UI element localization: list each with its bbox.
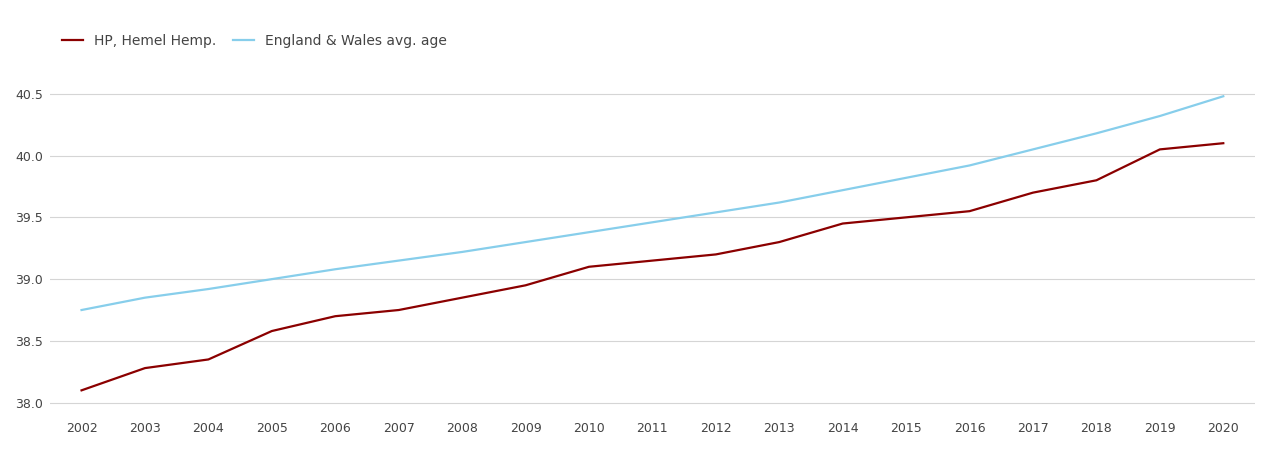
England & Wales avg. age <box>961 163 977 168</box>
England & Wales avg. age <box>391 258 406 263</box>
HP, Hemel Hemp. <box>582 264 597 270</box>
England & Wales avg. age <box>1025 147 1040 152</box>
HP, Hemel Hemp. <box>1088 178 1104 183</box>
England & Wales avg. age <box>137 295 152 300</box>
England & Wales avg. age <box>264 276 279 282</box>
England & Wales avg. age <box>74 307 89 313</box>
HP, Hemel Hemp. <box>518 283 533 288</box>
England & Wales avg. age <box>772 200 787 205</box>
Line: HP, Hemel Hemp.: HP, Hemel Hemp. <box>81 143 1223 390</box>
England & Wales avg. age <box>645 220 660 225</box>
HP, Hemel Hemp. <box>328 314 343 319</box>
England & Wales avg. age <box>1088 130 1104 136</box>
Legend: HP, Hemel Hemp., England & Wales avg. age: HP, Hemel Hemp., England & Wales avg. ag… <box>57 28 452 54</box>
HP, Hemel Hemp. <box>645 258 660 263</box>
England & Wales avg. age <box>1215 94 1231 99</box>
HP, Hemel Hemp. <box>836 221 851 226</box>
England & Wales avg. age <box>709 210 724 215</box>
England & Wales avg. age <box>455 249 470 255</box>
HP, Hemel Hemp. <box>961 208 977 214</box>
HP, Hemel Hemp. <box>1152 147 1167 152</box>
HP, Hemel Hemp. <box>772 239 787 245</box>
HP, Hemel Hemp. <box>898 215 913 220</box>
England & Wales avg. age <box>582 230 597 235</box>
England & Wales avg. age <box>898 175 913 180</box>
England & Wales avg. age <box>328 266 343 272</box>
HP, Hemel Hemp. <box>264 328 279 334</box>
Line: England & Wales avg. age: England & Wales avg. age <box>81 96 1223 310</box>
England & Wales avg. age <box>836 188 851 193</box>
England & Wales avg. age <box>1152 113 1167 119</box>
HP, Hemel Hemp. <box>201 357 216 362</box>
HP, Hemel Hemp. <box>74 387 89 393</box>
HP, Hemel Hemp. <box>1025 190 1040 195</box>
HP, Hemel Hemp. <box>1215 140 1231 146</box>
HP, Hemel Hemp. <box>137 365 152 371</box>
England & Wales avg. age <box>201 286 216 292</box>
HP, Hemel Hemp. <box>455 295 470 300</box>
HP, Hemel Hemp. <box>391 307 406 313</box>
HP, Hemel Hemp. <box>709 252 724 257</box>
England & Wales avg. age <box>518 239 533 245</box>
